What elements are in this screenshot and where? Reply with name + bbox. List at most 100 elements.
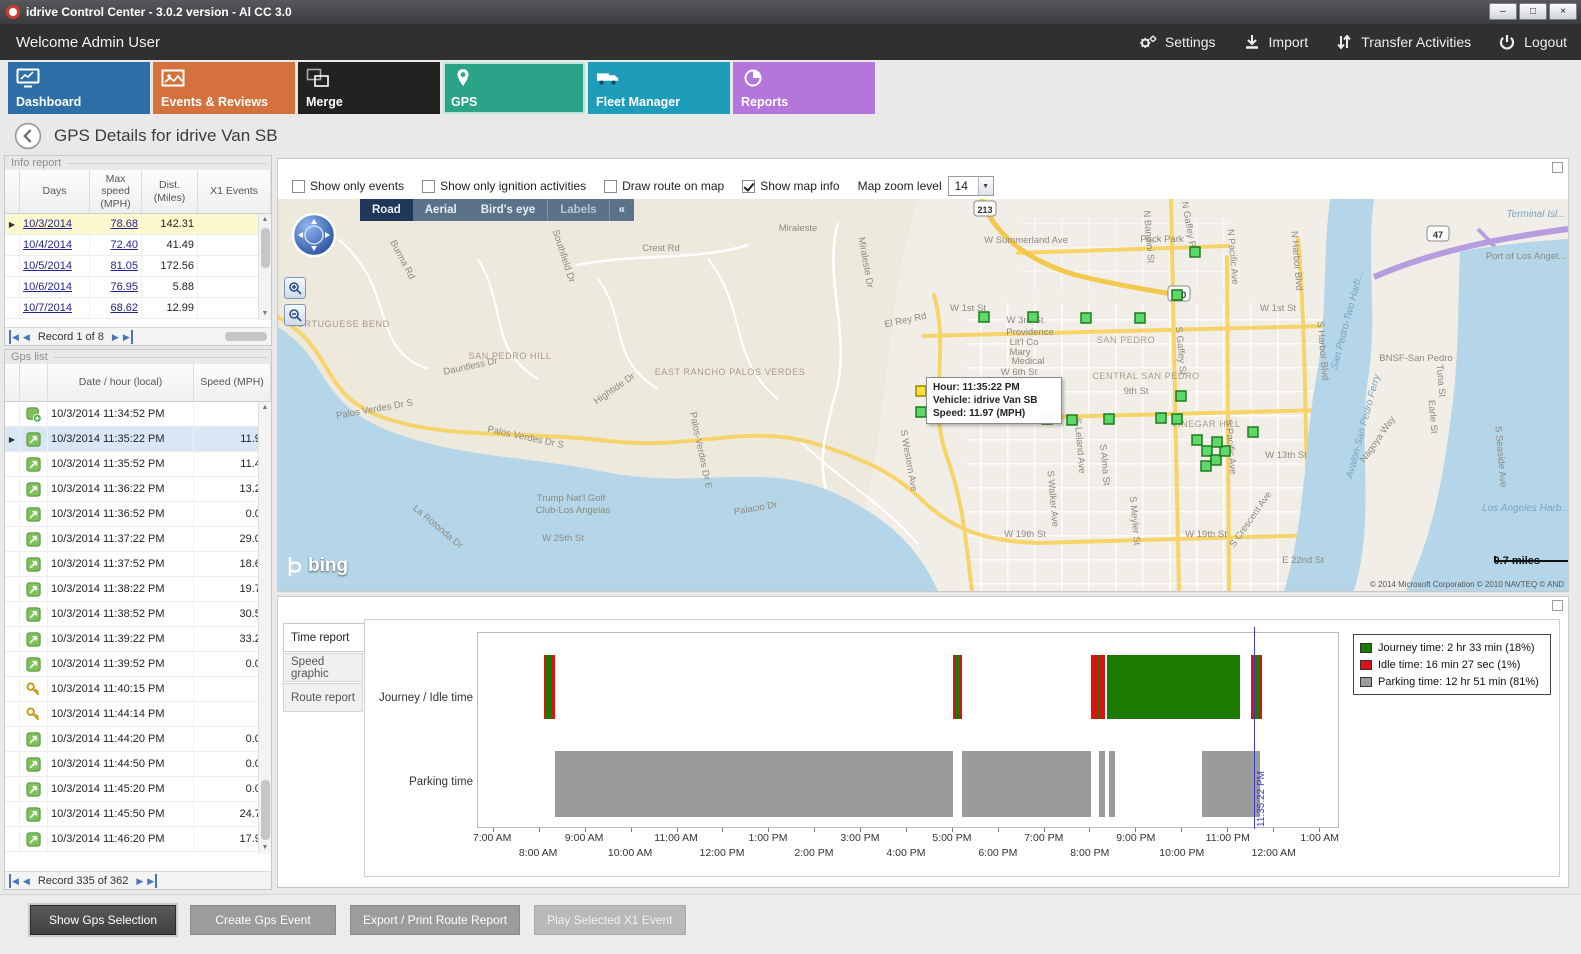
table-row[interactable]: 10/3/2014 11:37:52 PM 18.63 bbox=[5, 552, 271, 577]
date-link[interactable]: 10/7/2014 bbox=[23, 302, 72, 314]
gps-marker-green[interactable] bbox=[1191, 434, 1203, 446]
gps-marker-green[interactable] bbox=[1171, 289, 1183, 301]
cell-days[interactable]: 10/5/2014 bbox=[20, 256, 90, 276]
column-days[interactable]: Days bbox=[20, 170, 90, 213]
gps-list-scrollbar[interactable]: ▲ ▼ bbox=[258, 402, 271, 854]
cell-date-hour[interactable]: 10/3/2014 11:38:22 PM bbox=[48, 577, 194, 601]
first-record-button[interactable]: ◀ bbox=[9, 873, 19, 888]
scroll-up-icon[interactable]: ▲ bbox=[261, 404, 269, 411]
map-style-aerial[interactable]: Aerial bbox=[424, 204, 457, 216]
gps-marker-green[interactable] bbox=[1211, 436, 1223, 448]
checkbox-icon[interactable] bbox=[742, 179, 756, 193]
gps-marker-green[interactable] bbox=[1155, 412, 1167, 424]
cell-date-hour[interactable]: 10/3/2014 11:44:50 PM bbox=[48, 752, 194, 776]
horizontal-scroll-thumb[interactable] bbox=[225, 332, 267, 341]
import-button[interactable]: Import bbox=[1242, 33, 1308, 51]
cell-date-hour[interactable]: 10/3/2014 11:45:50 PM bbox=[48, 802, 194, 826]
map-style-labels[interactable]: Labels bbox=[547, 199, 610, 221]
nav-tab-gps[interactable]: GPS bbox=[443, 62, 585, 114]
gps-marker-green[interactable] bbox=[978, 311, 990, 323]
column-max-speed[interactable]: Max speed (MPH) bbox=[90, 170, 142, 213]
tab-speed-graphic[interactable]: Speed graphic bbox=[283, 653, 363, 682]
minimize-button[interactable]: – bbox=[1489, 3, 1517, 20]
logout-button[interactable]: Logout bbox=[1497, 33, 1567, 51]
date-link[interactable]: 10/4/2014 bbox=[23, 239, 72, 251]
cell-date-hour[interactable]: 10/3/2014 11:36:52 PM bbox=[48, 502, 194, 526]
cell-date-hour[interactable]: 10/3/2014 11:39:52 PM bbox=[48, 652, 194, 676]
first-record-button[interactable]: ◀ bbox=[9, 329, 19, 344]
table-row[interactable]: 10/3/2014 11:37:22 PM 29.05 bbox=[5, 527, 271, 552]
tab-time-report[interactable]: Time report bbox=[283, 623, 365, 652]
gps-marker-green[interactable] bbox=[1175, 390, 1187, 402]
cell-date-hour[interactable]: 10/3/2014 11:44:20 PM bbox=[48, 727, 194, 751]
gps-marker-green[interactable] bbox=[1210, 454, 1222, 466]
cell-date-hour[interactable]: 10/3/2014 11:35:22 PM bbox=[48, 427, 194, 451]
cell-date-hour[interactable]: 10/3/2014 11:44:14 PM bbox=[48, 702, 194, 726]
scroll-up-icon[interactable]: ▲ bbox=[261, 216, 269, 223]
speed-link[interactable]: 81.05 bbox=[110, 260, 138, 272]
table-row[interactable]: ▶ 10/3/2014 78.68 142.31 bbox=[5, 214, 271, 235]
prev-record-button[interactable]: ◀ bbox=[22, 875, 30, 886]
chevron-down-icon[interactable]: ▼ bbox=[977, 177, 993, 195]
checkbox-show-only-events[interactable]: Show only events bbox=[292, 179, 404, 193]
speed-link[interactable]: 68.62 bbox=[110, 302, 138, 314]
table-row[interactable]: 10/3/2014 11:36:52 PM 0.00 bbox=[5, 502, 271, 527]
table-row[interactable]: 10/3/2014 11:35:52 PM 11.47 bbox=[5, 452, 271, 477]
cell-date-hour[interactable]: 10/3/2014 11:46:20 PM bbox=[48, 827, 194, 851]
date-link[interactable]: 10/5/2014 bbox=[23, 260, 72, 272]
tab-route-report[interactable]: Route report bbox=[283, 683, 363, 712]
table-row[interactable]: 10/3/2014 11:44:50 PM 0.00 bbox=[5, 752, 271, 777]
table-row[interactable]: 10/4/2014 72.40 41.49 bbox=[5, 235, 271, 256]
cell-date-hour[interactable]: 10/3/2014 11:36:22 PM bbox=[48, 477, 194, 501]
column-distance[interactable]: Dist. (Miles) bbox=[142, 170, 198, 213]
gps-marker-green[interactable] bbox=[1247, 426, 1259, 438]
cell-date-hour[interactable]: 10/3/2014 11:40:15 PM bbox=[48, 677, 194, 701]
gps-marker-green[interactable] bbox=[1027, 311, 1039, 323]
gps-marker-green[interactable] bbox=[1189, 246, 1201, 258]
table-row[interactable]: 10/3/2014 11:39:22 PM 33.21 bbox=[5, 627, 271, 652]
cell-days[interactable]: 10/6/2014 bbox=[20, 277, 90, 297]
map-panel-collapse-button[interactable] bbox=[1552, 162, 1563, 173]
table-row[interactable]: 10/3/2014 11:38:52 PM 30.55 bbox=[5, 602, 271, 627]
date-link[interactable]: 10/6/2014 bbox=[23, 281, 72, 293]
cell-max-speed[interactable]: 76.95 bbox=[90, 277, 142, 297]
last-record-button[interactable]: ▶ bbox=[123, 329, 133, 344]
checkbox-icon[interactable] bbox=[422, 179, 436, 193]
zoom-in-button[interactable] bbox=[284, 277, 306, 299]
cell-max-speed[interactable]: 72.40 bbox=[90, 235, 142, 255]
gps-marker-green[interactable] bbox=[1103, 413, 1115, 425]
gps-marker-green[interactable] bbox=[915, 406, 927, 418]
zoom-out-button[interactable] bbox=[284, 304, 306, 326]
gps-marker-green[interactable] bbox=[1134, 312, 1146, 324]
gps-marker-green[interactable] bbox=[1171, 413, 1183, 425]
checkbox-show-map-info[interactable]: Show map info bbox=[742, 179, 840, 193]
cell-days[interactable]: 10/7/2014 bbox=[20, 298, 90, 318]
table-row[interactable]: 10/3/2014 11:34:52 PM bbox=[5, 402, 271, 427]
gps-marker-yellow[interactable] bbox=[915, 385, 927, 397]
map-zoom-select[interactable]: 14 ▼ bbox=[947, 176, 994, 196]
map[interactable]: Miraleste Peck Park W Summerland Ave Crest … bbox=[278, 199, 1568, 591]
close-button[interactable]: × bbox=[1549, 3, 1577, 20]
cell-date-hour[interactable]: 10/3/2014 11:35:52 PM bbox=[48, 452, 194, 476]
cell-max-speed[interactable]: 68.62 bbox=[90, 298, 142, 318]
table-row[interactable]: 10/3/2014 11:45:20 PM 0.00 bbox=[5, 777, 271, 802]
prev-record-button[interactable]: ◀ bbox=[22, 331, 30, 342]
cell-days[interactable]: 10/3/2014 bbox=[20, 214, 90, 234]
column-speed[interactable]: Speed (MPH) bbox=[194, 364, 271, 401]
gps-marker-green[interactable] bbox=[1201, 445, 1213, 457]
map-toolbar-collapse-button[interactable]: « bbox=[618, 204, 626, 216]
maximize-button[interactable]: □ bbox=[1519, 3, 1547, 20]
create-gps-event-button[interactable]: Create Gps Event bbox=[190, 905, 336, 935]
cell-days[interactable]: 10/4/2014 bbox=[20, 235, 90, 255]
map-pan-control[interactable] bbox=[290, 211, 338, 259]
table-row[interactable]: 10/3/2014 11:36:22 PM 13.28 bbox=[5, 477, 271, 502]
transfer-activities-button[interactable]: Transfer Activities bbox=[1334, 33, 1471, 51]
export-print-route-report-button[interactable]: Export / Print Route Report bbox=[350, 905, 521, 935]
scroll-down-icon[interactable]: ▼ bbox=[261, 310, 269, 317]
info-table-scrollbar[interactable]: ▲ ▼ bbox=[258, 214, 271, 320]
back-button[interactable] bbox=[14, 122, 42, 150]
table-row[interactable]: 10/5/2014 81.05 172.56 bbox=[5, 256, 271, 277]
checkbox-icon[interactable] bbox=[604, 179, 618, 193]
map-style-road[interactable]: Road bbox=[360, 199, 413, 221]
cell-date-hour[interactable]: 10/3/2014 11:39:22 PM bbox=[48, 627, 194, 651]
